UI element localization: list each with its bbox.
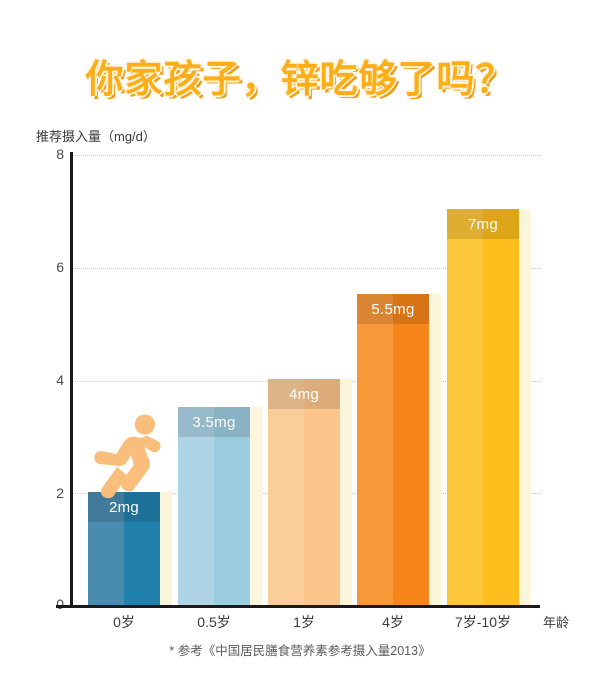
gridline-6	[73, 268, 540, 269]
bar-value-label-0: 2mg	[88, 492, 160, 522]
x-tick-label-4: 7岁-10岁	[454, 614, 512, 630]
y-tick-label-2: 2	[56, 485, 64, 501]
x-tick-label-1: 0.5岁	[197, 614, 231, 630]
x-axis-title: 年龄	[543, 615, 570, 630]
bar-value-label-1: 3.5mg	[178, 407, 250, 437]
bar-body-1	[178, 407, 250, 605]
bar-value-label-4: 7mg	[447, 209, 519, 239]
bar-half-right-1	[214, 407, 250, 605]
bar-body-2	[268, 379, 340, 605]
page-title: 你家孩子，锌吃够了吗？	[85, 59, 515, 101]
x-tick-label-0: 0岁	[113, 614, 135, 630]
bar-body-4	[447, 209, 519, 605]
x-tick-label-3: 4岁	[382, 614, 404, 630]
gridline-8	[73, 155, 540, 156]
bar-half-left-2	[268, 379, 304, 605]
bar-3[interactable]: 5.5mg	[357, 294, 429, 605]
bar-value-label-3: 5.5mg	[357, 294, 429, 324]
bar-value-text-4: 7mg	[467, 215, 499, 233]
bar-half-left-3	[357, 294, 393, 605]
source-footnote: * 参考《中国居民膳食营养素参考摄入量2013》	[169, 644, 431, 658]
bar-half-right-2	[304, 379, 340, 605]
bar-half-right-3	[393, 294, 429, 605]
bar-4[interactable]: 7mg	[447, 209, 519, 605]
y-tick-label-4: 4	[56, 372, 64, 388]
bar-half-right-0	[124, 492, 160, 605]
y-axis-line	[70, 152, 73, 608]
y-tick-label-8: 8	[56, 146, 64, 162]
y-tick-label-6: 6	[56, 259, 64, 275]
bar-body-0	[88, 492, 160, 605]
y-tick-label-0: 0	[56, 596, 64, 612]
bar-2[interactable]: 4mg	[268, 379, 340, 605]
bar-half-left-4	[447, 209, 483, 605]
bar-value-text-2: 4mg	[288, 385, 320, 403]
bar-1[interactable]: 3.5mg	[178, 407, 250, 605]
running-child-icon	[94, 414, 161, 499]
bar-value-text-0: 2mg	[108, 498, 140, 516]
x-tick-label-2: 1岁	[293, 614, 315, 630]
bar-half-left-0	[88, 492, 124, 605]
bar-value-text-3: 5.5mg	[371, 300, 415, 318]
y-axis-title: 推荐摄入量（mg/d）	[36, 129, 156, 144]
bar-half-left-1	[178, 407, 214, 605]
bar-value-text-1: 3.5mg	[192, 413, 236, 431]
bar-0[interactable]: 2mg	[88, 492, 160, 605]
bar-half-right-4	[483, 209, 519, 605]
x-axis-line	[56, 605, 540, 608]
bar-body-3	[357, 294, 429, 605]
bar-value-label-2: 4mg	[268, 379, 340, 409]
